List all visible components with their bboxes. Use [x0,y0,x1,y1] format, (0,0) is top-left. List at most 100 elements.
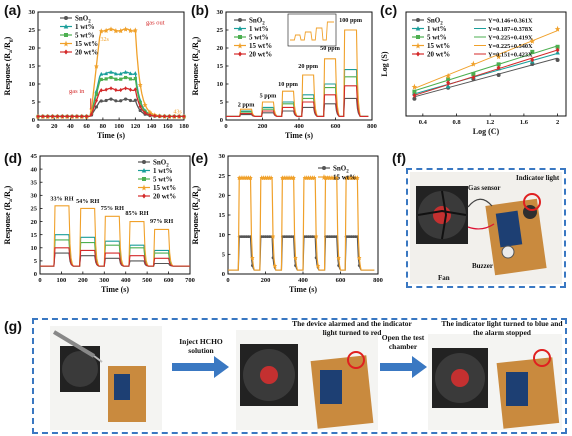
x-tick-label: 120 [130,123,140,130]
data-point [162,114,167,119]
data-point [114,87,118,93]
data-point [70,114,74,119]
concentration-label: 2 ppm [238,101,256,108]
data-point [99,71,104,76]
x-tick-label: 400 [121,277,131,284]
data-point [291,175,296,181]
data-point [128,87,133,92]
data-point [41,114,45,119]
fan-label: Fan [438,274,450,282]
fit-line-wt20 [414,49,558,96]
data-point [355,175,360,181]
data-point [495,53,502,60]
humidity-label: 85% RH [125,210,148,217]
data-point [113,71,118,76]
data-point [158,114,162,119]
data-point [94,105,98,109]
data-point [142,102,148,108]
data-point [334,175,339,181]
x-tick-label: 200 [78,277,88,284]
legend-label: 1 wt% [427,25,447,33]
x-tick-label: 100 [114,123,124,130]
data-point [108,26,114,32]
data-point [109,97,113,101]
y-axis-label: Response (Ra/Rg) [191,36,202,95]
legend-label: 1 wt% [153,167,173,175]
data-point [64,16,68,20]
data-point [123,70,128,74]
device-photo-g2 [236,330,378,430]
data-point [119,99,123,103]
fit-line-sno2 [414,57,558,98]
x-tick-label: 600 [336,277,346,284]
data-point [85,114,89,119]
x-tick-label: 200 [261,277,271,284]
legend-label: 20 wt% [427,51,450,59]
data-point [98,28,104,34]
data-point [555,47,560,53]
data-point [46,114,50,119]
concentration-label: 100 ppm [339,17,363,24]
x-tick-label: 200 [258,123,268,130]
data-point [336,255,341,260]
x-tick-label: 0 [38,277,41,284]
data-point [128,98,133,103]
data-point [64,49,68,55]
y-tick-label: 30 [31,193,38,200]
data-point [138,104,142,109]
data-point [554,25,561,32]
y-tick-label: 25 [31,206,38,213]
data-point [313,233,319,239]
data-point [104,87,108,92]
data-point [237,26,243,31]
legend-label: SnO2 [333,165,349,175]
data-point [411,83,418,90]
fit-line-wt15 [414,30,558,89]
data-point [143,110,147,115]
fit-equation: Y=0.146+0.361X [488,18,533,25]
y-tick-label: 20 [31,219,38,226]
x-tick-label: 2 [556,119,559,126]
legend-label: 15 wt% [75,40,98,48]
x-tick-label: 160 [163,123,173,130]
panel-label-c: (c) [380,2,398,18]
legend-label: SnO2 [249,17,265,27]
y-tick-label: 15 [31,232,38,239]
data-point [133,71,138,75]
device-photo-g3 [428,334,562,430]
indicator-highlight-circle [523,193,541,211]
data-point [118,27,124,34]
y-tick-label: 0 [222,271,225,278]
legend-label: SnO2 [153,159,169,169]
data-point [141,184,147,191]
response-time-label: 32s [101,37,110,43]
data-point [248,175,253,181]
data-point [118,71,123,76]
data-point [412,96,417,101]
y-tick-label: 10 [219,232,226,239]
gas-sensor-label: Gas sensor [468,184,501,192]
y-tick-label: 20 [219,193,226,200]
data-point [321,174,327,180]
open-caption: Open the test chamber [381,333,425,351]
series-line-wt20 [38,87,185,118]
data-point [496,62,501,67]
data-point [446,77,451,82]
x-tick-label: 600 [331,123,341,130]
data-point [104,98,108,103]
data-point [63,40,69,47]
data-point [496,73,501,78]
data-point [238,51,242,57]
y-axis-label: Log (S) [380,51,389,76]
series-line-wt5 [40,239,190,267]
buzzer-label: Buzzer [472,262,493,270]
panel-label-g: (g) [4,318,22,334]
y-tick-label: 30 [217,9,224,16]
x-axis-label: Time (s) [285,131,313,140]
inset-series [290,21,334,41]
data-point [109,75,113,80]
fit-equation: Y=0.151+0.423X [488,52,533,59]
data-point [445,83,451,89]
data-point [138,108,142,113]
